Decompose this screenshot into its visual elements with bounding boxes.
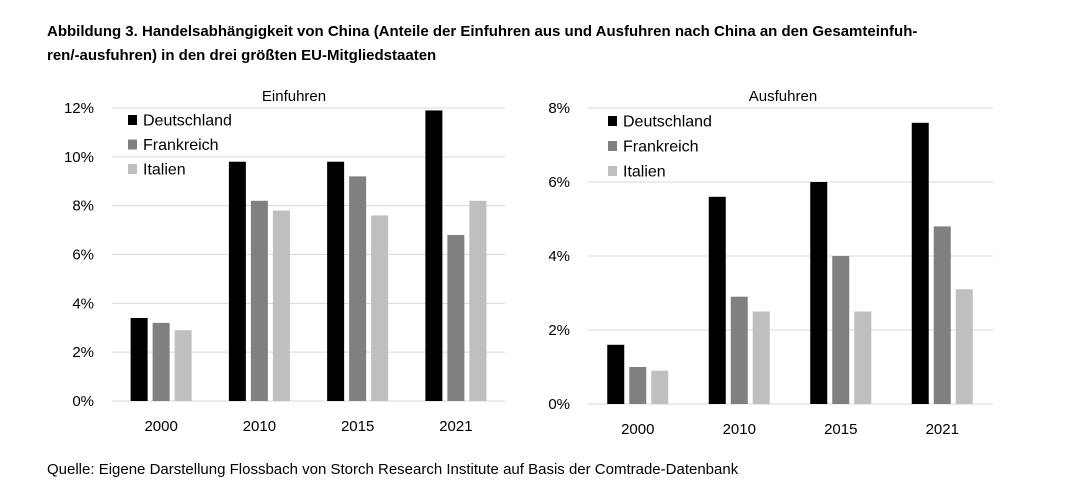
- bar-italien-2000: [651, 370, 669, 404]
- y-tick-label: 8%: [548, 100, 570, 117]
- legend-swatch-italien: [608, 166, 617, 176]
- y-tick-label: 2%: [548, 322, 570, 339]
- x-tick-label: 2010: [243, 418, 276, 435]
- y-tick-label: 4%: [548, 248, 570, 265]
- bar-frankreich-2000: [629, 367, 647, 404]
- source-note: Quelle: Eigene Darstellung Flossbach von…: [47, 461, 739, 478]
- x-tick-label: 2000: [144, 418, 177, 435]
- x-tick-label: 2015: [341, 418, 374, 435]
- bar-deutschland-2021: [911, 122, 929, 405]
- y-tick-label: 6%: [72, 247, 94, 264]
- figure-title: Abbildung 3. Handelsabhängigkeit von Chi…: [47, 20, 1047, 68]
- bar-italien-2015: [854, 311, 872, 404]
- bar-deutschland-2000: [607, 344, 625, 404]
- x-tick-label: 2021: [926, 421, 959, 438]
- bar-frankreich-2010: [250, 200, 268, 401]
- bar-deutschland-2010: [708, 196, 726, 404]
- y-tick-label: 8%: [72, 198, 94, 215]
- y-tick-label: 6%: [548, 174, 570, 191]
- bar-italien-2015: [371, 215, 389, 401]
- legend-label-deutschland: Deutschland: [623, 114, 712, 131]
- bar-frankreich-2000: [152, 322, 170, 401]
- bar-italien-2021: [955, 289, 973, 404]
- legend-label-italien: Italien: [143, 162, 186, 179]
- legend-swatch-frankreich: [608, 141, 617, 151]
- legend-label-italien: Italien: [623, 164, 666, 181]
- bar-frankreich-2021: [933, 226, 951, 404]
- figure-title-line-2: ren/-ausfuhren) in den drei größten EU-M…: [47, 47, 437, 64]
- einfuhren-chart: 0% 2% 4% 6% 8% 10% 12% Einfuhren 2000 2010 2015 202…: [64, 88, 505, 435]
- bar-italien-2010: [272, 210, 290, 401]
- y-tick-label: 10%: [64, 149, 94, 166]
- legend-swatch-italien: [128, 164, 137, 174]
- bar-italien-2000: [174, 330, 192, 401]
- legend-swatch-frankreich: [128, 139, 137, 150]
- y-tick-label: 4%: [72, 295, 94, 312]
- bar-italien-2010: [752, 311, 770, 404]
- bar-italien-2021: [469, 200, 487, 401]
- y-tick-label: 0%: [548, 396, 570, 413]
- bar-frankreich-2021: [447, 234, 465, 401]
- ausfuhren-chart: 0% 2% 4% 6% 8% Ausfuhren 2000 2010 2015 2021 Deuts…: [548, 88, 993, 438]
- chart-title: Ausfuhren: [749, 88, 817, 105]
- bar-frankreich-2015: [832, 256, 850, 404]
- legend-label-frankreich: Frankreich: [623, 139, 699, 156]
- x-tick-label: 2000: [621, 421, 654, 438]
- x-tick-label: 2021: [439, 418, 472, 435]
- x-tick-label: 2010: [723, 421, 756, 438]
- bar-deutschland-2021: [425, 110, 443, 402]
- y-tick-label: 2%: [72, 344, 94, 361]
- legend-label-frankreich: Frankreich: [143, 137, 219, 154]
- y-tick-label: 12%: [64, 100, 94, 117]
- x-tick-label: 2015: [824, 421, 857, 438]
- legend-swatch-deutschland: [128, 115, 137, 125]
- figure-title-line-1: Abbildung 3. Handelsabhängigkeit von Chi…: [47, 23, 918, 40]
- bar-deutschland-2015: [327, 161, 345, 401]
- bar-frankreich-2015: [349, 176, 367, 401]
- bar-deutschland-2015: [810, 182, 828, 404]
- y-tick-label: 0%: [72, 393, 94, 410]
- bar-frankreich-2010: [730, 296, 748, 404]
- legend-label-deutschland: Deutschland: [143, 113, 232, 130]
- bar-deutschland-2010: [228, 161, 246, 401]
- legend-swatch-deutschland: [608, 116, 617, 126]
- bar-deutschland-2000: [130, 317, 148, 401]
- chart-title: Einfuhren: [262, 88, 326, 105]
